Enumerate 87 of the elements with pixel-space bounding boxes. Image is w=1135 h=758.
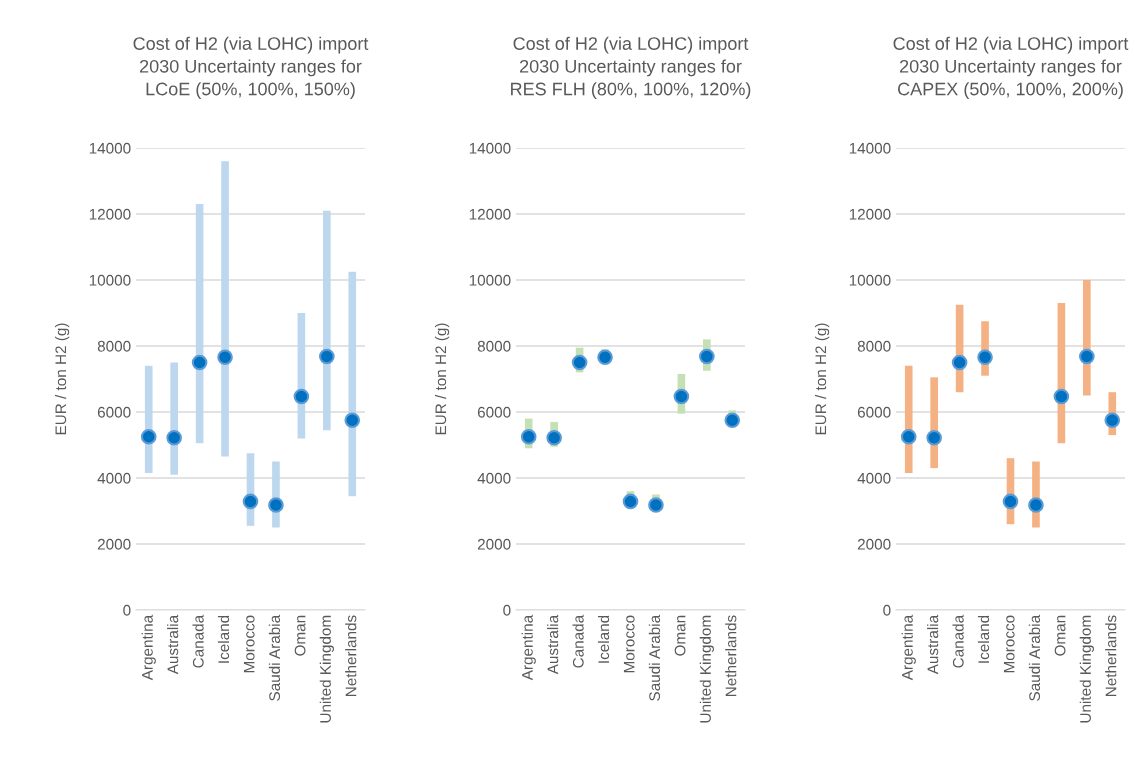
chart-title: Cost of H2 (via LOHC) import 2030 Uncertainty ranges for RES FLH (80%, 100%, 120%)	[511, 36, 751, 99]
y-tick-label: 8000	[857, 340, 891, 352]
x-tick-label: Oman	[674, 615, 686, 656]
point	[648, 497, 664, 513]
y-tick-label: 4000	[857, 472, 891, 484]
x-tick-label: Argentina	[901, 614, 916, 681]
chart-title: Cost of H2 (via LOHC) import 2030 Uncertainty ranges for LCoE (50%, 100%, 150%)	[133, 36, 369, 99]
point	[520, 428, 537, 445]
x-tick-label: Saudi Arabia	[648, 614, 661, 701]
x-tick-label: Netherlands	[1105, 615, 1117, 696]
point	[268, 497, 284, 513]
x-tick-label: Iceland	[217, 615, 230, 663]
y-tick-label: 0	[883, 604, 891, 616]
x-tick-label: Morocco	[243, 615, 255, 673]
x-tick-label: Iceland	[597, 615, 610, 663]
y-tick-label: 12000	[849, 208, 891, 220]
y-tick-label: 2000	[97, 538, 131, 550]
y-tick-label: 0	[123, 604, 131, 616]
point	[319, 348, 335, 365]
point	[242, 493, 259, 510]
x-tick-label: Canada	[952, 614, 964, 668]
x-tick-label: Australia	[547, 614, 559, 675]
x-tick-label: Canada	[192, 614, 204, 668]
point	[900, 428, 917, 445]
point	[546, 429, 562, 446]
point	[673, 388, 690, 405]
x-tick-label: Australia	[167, 614, 179, 675]
y-tick-label: 2000	[477, 538, 511, 550]
x-tick-label: Argentina	[141, 614, 156, 681]
x-tick-label: Morocco	[623, 615, 635, 673]
point	[1104, 412, 1121, 429]
point	[140, 428, 157, 445]
point	[1079, 348, 1095, 365]
y-axis-title: EUR / ton H2 (g)	[814, 323, 830, 435]
x-tick-label: Oman	[294, 615, 306, 656]
point	[191, 354, 208, 371]
y-tick-label: 6000	[97, 406, 131, 418]
bar	[323, 210, 331, 431]
point	[951, 354, 968, 371]
x-tick-label: Oman	[1054, 615, 1066, 656]
point	[1002, 493, 1019, 510]
bar	[348, 271, 357, 497]
point	[1028, 497, 1044, 513]
point	[217, 349, 233, 366]
y-tick-label: 6000	[857, 406, 891, 418]
y-tick-label: 12000	[89, 208, 131, 220]
y-tick-label: 0	[503, 604, 511, 616]
x-tick-label: Netherlands	[345, 615, 357, 696]
x-tick-label: Netherlands	[725, 615, 737, 696]
point	[1053, 388, 1070, 405]
point	[166, 429, 182, 446]
bar	[221, 161, 229, 457]
point	[724, 412, 741, 429]
x-tick-label: Morocco	[1003, 615, 1015, 673]
y-tick-label: 10000	[469, 274, 511, 286]
point	[571, 354, 588, 371]
y-axis-title: EUR / ton H2 (g)	[54, 323, 70, 435]
point	[622, 493, 639, 510]
y-tick-label: 14000	[469, 142, 511, 154]
y-tick-label: 10000	[849, 274, 891, 286]
y-tick-label: 10000	[89, 274, 131, 286]
y-tick-label: 8000	[97, 340, 131, 352]
x-tick-label: Argentina	[521, 614, 536, 681]
y-tick-label: 2000	[857, 538, 891, 550]
point	[344, 412, 361, 429]
chart-title: Cost of H2 (via LOHC) import 2030 Uncertainty ranges for CAPEX (50%, 100%, 200%)	[893, 36, 1129, 99]
point	[597, 349, 613, 366]
x-tick-label: United Kingdom	[319, 615, 334, 723]
y-tick-label: 8000	[477, 340, 511, 352]
x-tick-label: Saudi Arabia	[1028, 614, 1041, 701]
x-tick-label: Australia	[927, 614, 939, 675]
x-tick-label: United Kingdom	[699, 615, 714, 723]
y-tick-label: 6000	[477, 406, 511, 418]
point	[293, 388, 310, 405]
x-tick-label: Saudi Arabia	[268, 614, 281, 701]
point	[926, 429, 942, 446]
y-tick-label: 12000	[469, 208, 511, 220]
point	[699, 348, 715, 365]
y-tick-label: 4000	[97, 472, 131, 484]
x-tick-label: United Kingdom	[1079, 615, 1094, 723]
x-tick-label: Iceland	[977, 615, 990, 663]
y-tick-label: 4000	[477, 472, 511, 484]
y-tick-label: 14000	[849, 142, 891, 154]
point	[977, 349, 993, 366]
y-tick-label: 14000	[89, 142, 131, 154]
y-axis-title: EUR / ton H2 (g)	[434, 323, 450, 435]
x-tick-label: Canada	[572, 614, 584, 668]
